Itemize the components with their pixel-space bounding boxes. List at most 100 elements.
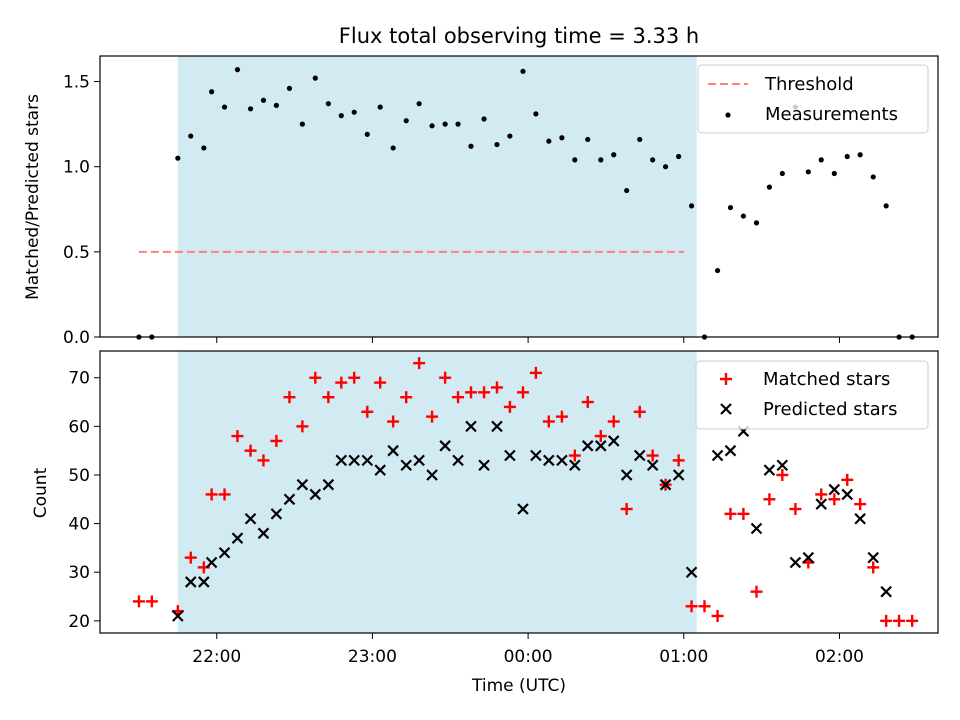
measurement-point	[416, 101, 422, 107]
predicted-star-point	[478, 459, 490, 472]
measurement-point	[494, 141, 500, 148]
measurement-point	[727, 204, 734, 211]
top-y-tick-label: 0.5	[63, 243, 90, 263]
predicted-star-point	[763, 464, 776, 476]
predicted-star-point	[569, 459, 581, 472]
matched-star-point	[283, 391, 296, 404]
predicted-x-b	[244, 512, 257, 525]
predicted-x-b	[374, 464, 386, 476]
measurement-point	[377, 104, 383, 110]
measurement-point	[312, 75, 318, 81]
predicted-x-b	[198, 576, 210, 588]
top-panel: 0.0 0.5 1.0 1.5 Matched/Predicted stars Thr…	[23, 55, 939, 348]
predicted-x-b	[802, 551, 815, 564]
measurement-point	[455, 121, 461, 127]
predicted-star-point	[205, 556, 218, 569]
predicted-x-b	[413, 454, 425, 467]
predicted-x-b	[556, 454, 568, 467]
predicted-star-point	[607, 435, 620, 447]
bottom-y-tick-label: 40	[68, 515, 90, 535]
predicted-x-b	[465, 420, 477, 433]
matched-star-point	[620, 503, 633, 516]
predicted-star-point	[556, 454, 568, 467]
predicted-star-point	[348, 454, 360, 467]
matched-star-point	[711, 609, 724, 622]
predicted-x-b	[672, 469, 685, 481]
matched-star-point	[607, 415, 620, 428]
measurement-point	[844, 153, 850, 160]
predicted-star-point	[867, 551, 880, 564]
predicted-x-b	[361, 454, 374, 467]
matched-star-point	[218, 488, 231, 501]
matched-star-point	[698, 600, 711, 613]
predicted-star-point	[750, 522, 763, 535]
predicted-star-point	[270, 508, 283, 520]
predicted-star-point	[776, 459, 789, 472]
measurement-point	[637, 136, 643, 143]
predicted-star-point	[789, 556, 802, 569]
matched-star-point	[542, 415, 555, 428]
predicted-x-b	[815, 498, 828, 510]
predicted-x-b	[348, 454, 360, 467]
top-y-tick-label: 1.5	[63, 73, 90, 93]
predicted-star-point	[815, 498, 828, 510]
top-legend: Threshold Measurements	[697, 64, 929, 134]
measurement-point	[533, 111, 539, 117]
matched-star-point	[880, 614, 893, 627]
predicted-star-point	[426, 469, 438, 481]
measurement-point	[273, 102, 279, 108]
measurements-legend-swatch	[725, 112, 731, 118]
matched-star-point	[309, 371, 322, 384]
predicted-x-b	[257, 527, 270, 540]
chart-title: Flux total observing time = 3.33 h	[339, 24, 699, 48]
predicted-star-point	[802, 551, 815, 564]
predicted-x-b	[685, 566, 698, 579]
predicted-x-b	[184, 576, 197, 588]
matched-star-point	[296, 420, 309, 433]
bottom-y-tick-label: 60	[68, 417, 90, 437]
measurement-point	[805, 169, 811, 175]
predicted-x-b	[478, 459, 490, 472]
measurement-point	[883, 203, 889, 209]
predicted-x-b	[491, 420, 503, 433]
top-highlight-span	[177, 56, 697, 337]
bottom-x-tick-label: 00:00	[504, 647, 553, 667]
predicted-x-b	[172, 610, 184, 622]
matched-star-point	[581, 396, 594, 409]
predicted-legend-swatch	[720, 403, 732, 415]
matched-star-point	[387, 415, 400, 428]
predicted-star-point	[452, 454, 464, 467]
measurement-point	[390, 145, 396, 151]
matched-star-point	[361, 405, 374, 418]
measurement-point	[818, 157, 824, 163]
bottom-x-tick-label: 23:00	[348, 647, 397, 667]
predicted-star-point	[543, 454, 555, 467]
measurement-point	[831, 170, 837, 177]
predicted-x-b	[387, 444, 399, 457]
predicted-star-point	[218, 546, 231, 559]
predicted-star-point	[184, 576, 197, 588]
measurement-point	[351, 109, 357, 115]
matched-star-point	[322, 391, 335, 404]
measurement-point	[468, 143, 474, 149]
measurement-point	[338, 113, 344, 119]
bottom-y-tick-label: 30	[68, 563, 90, 583]
predicted-star-point	[374, 464, 386, 476]
measurement-point	[247, 106, 254, 112]
matched-star-point	[374, 376, 387, 389]
predicted-star-point	[620, 469, 633, 481]
predicted-x-b	[607, 435, 620, 447]
measurement-point	[286, 85, 293, 91]
predicted-star-point	[581, 440, 594, 452]
measurements-legend-label: Measurements	[765, 104, 898, 125]
bottom-highlight-span	[177, 351, 697, 633]
predicted-x-b	[854, 512, 866, 525]
predicted-star-point	[633, 449, 646, 462]
predicted-x-b	[867, 551, 880, 564]
matched-star-point	[737, 507, 750, 520]
predicted-star-point	[231, 532, 244, 544]
matched-star-point	[867, 561, 880, 574]
predicted-star-point	[595, 440, 607, 452]
predicted-star-point	[724, 444, 737, 457]
